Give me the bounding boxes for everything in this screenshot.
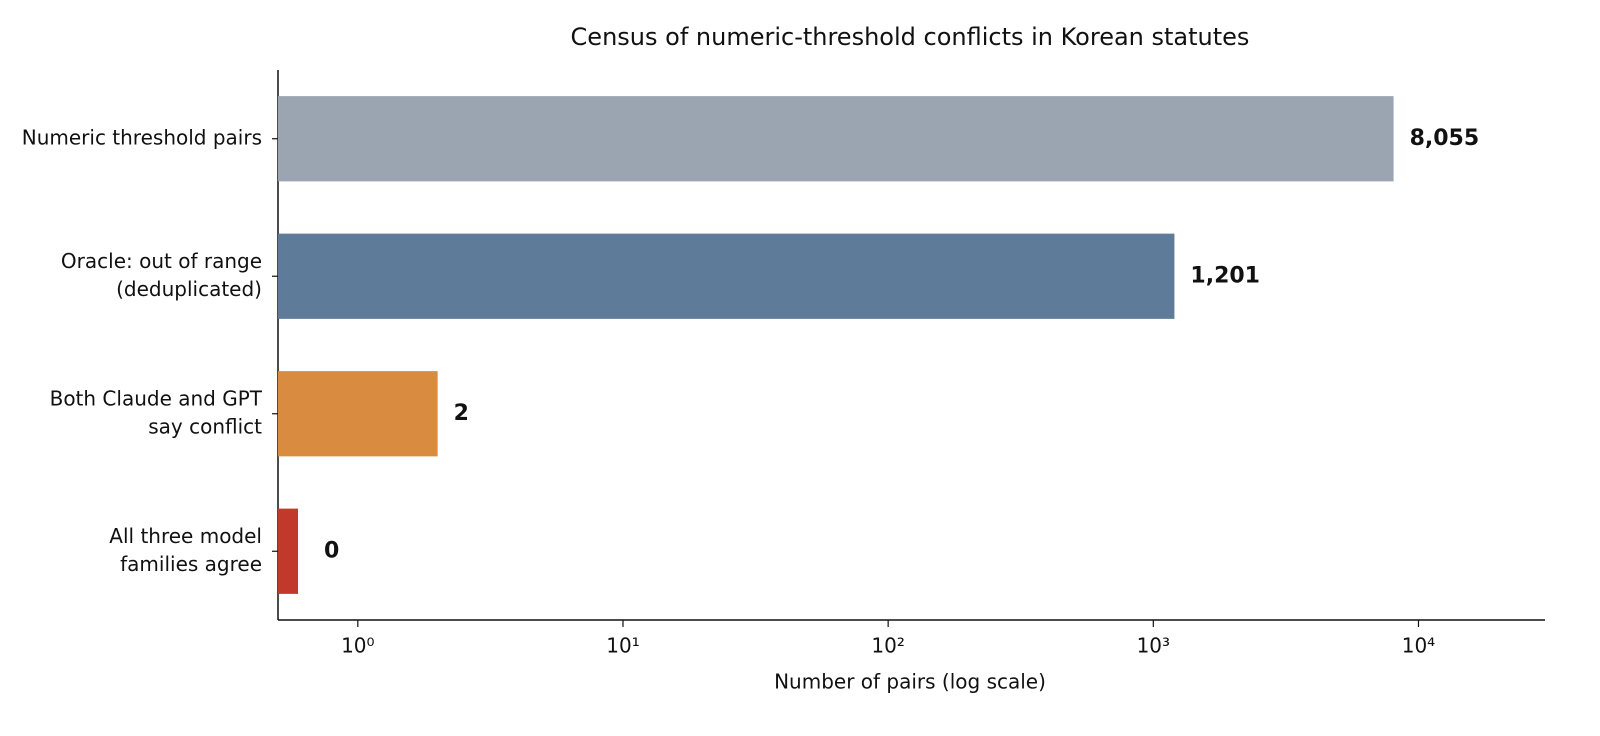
x-axis-label: Number of pairs (log scale) <box>774 670 1046 694</box>
y-tick-label: Oracle: out of range <box>61 249 262 273</box>
x-tick-label: 10³ <box>1137 634 1170 658</box>
y-tick-label: Both Claude and GPT <box>50 386 263 410</box>
y-tick-label: Numeric threshold pairs <box>22 125 262 149</box>
x-tick-label: 10⁴ <box>1402 634 1435 658</box>
y-tick-label: families agree <box>120 552 262 576</box>
bar <box>278 233 1175 319</box>
bar <box>278 96 1394 182</box>
y-tick-label: (deduplicated) <box>116 277 262 301</box>
y-tick-label: say conflict <box>148 414 262 438</box>
y-tick-label: All three model <box>109 524 262 548</box>
bar <box>278 371 438 457</box>
x-tick-label: 10² <box>871 634 904 658</box>
x-tick-label: 10⁰ <box>341 634 374 658</box>
bar <box>278 508 298 594</box>
value-label: 8,055 <box>1410 126 1480 151</box>
value-label: 2 <box>454 401 469 426</box>
value-label: 1,201 <box>1190 263 1260 288</box>
value-label: 0 <box>324 538 339 563</box>
x-tick-label: 10¹ <box>606 634 639 658</box>
chart-title: Census of numeric-threshold conflicts in… <box>571 23 1250 51</box>
